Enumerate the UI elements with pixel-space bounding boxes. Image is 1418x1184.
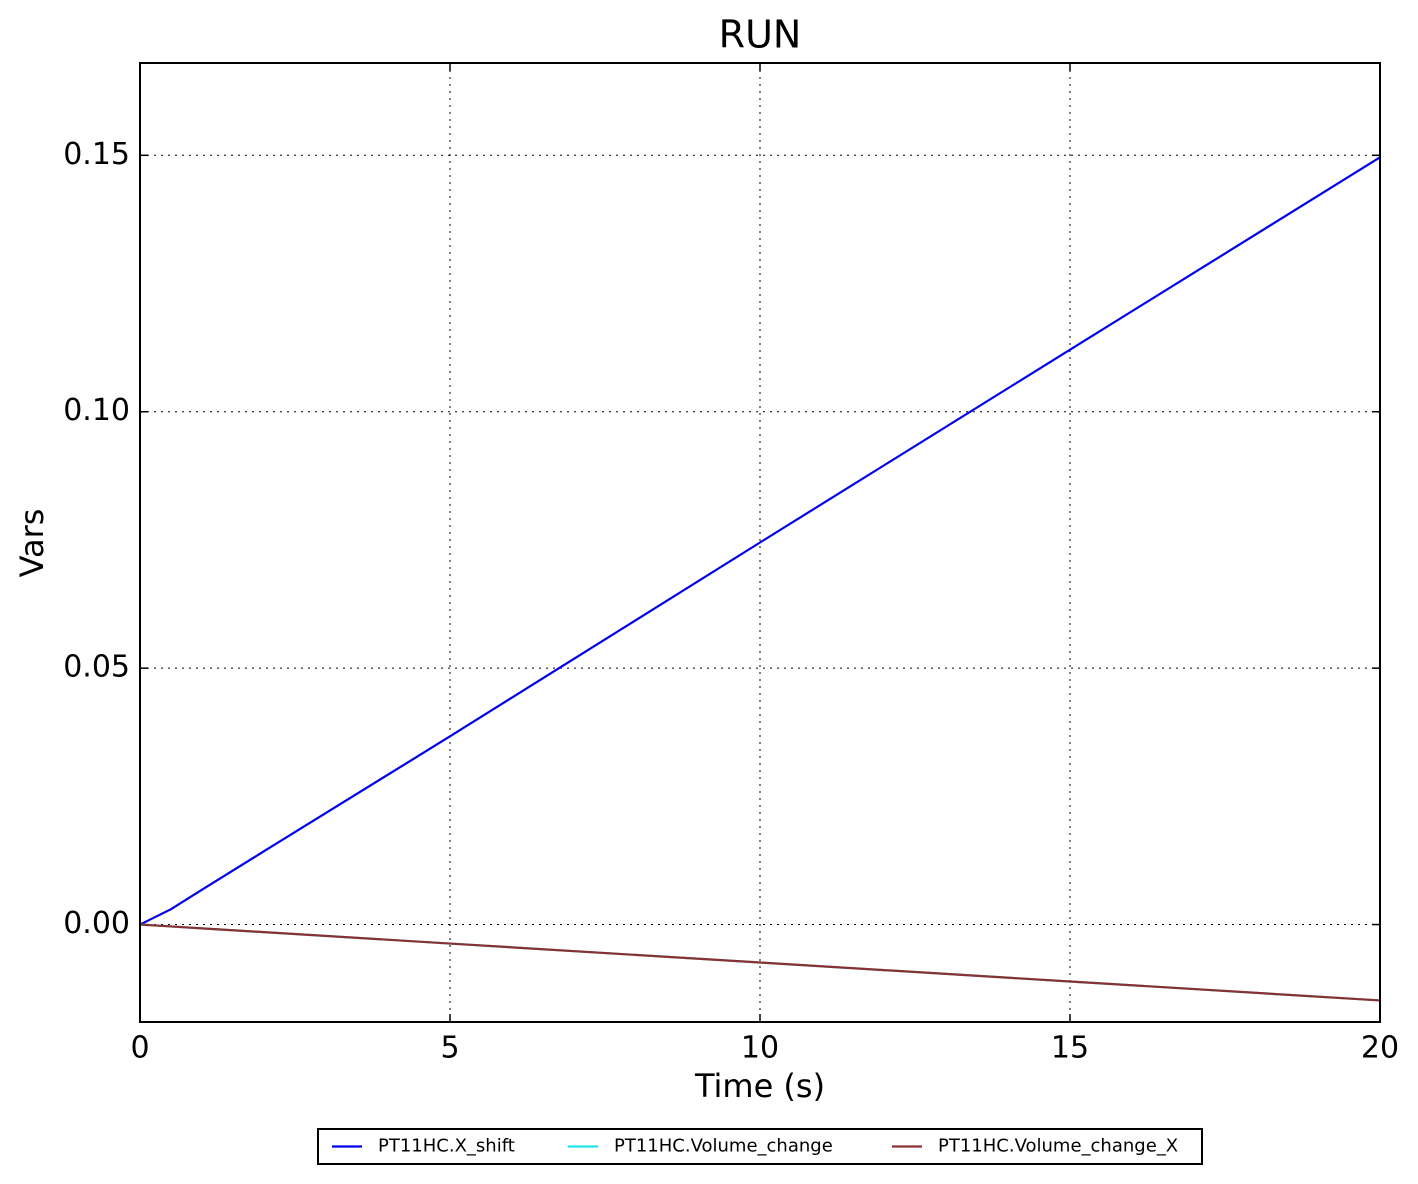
y-tick-label: 0.15 [63, 137, 130, 172]
x-tick-label: 5 [440, 1031, 459, 1066]
series-line [139, 923, 1381, 1002]
x-tick-label: 20 [1361, 1031, 1399, 1066]
y-axis-label: Vars [13, 509, 51, 578]
series-line [139, 156, 1381, 926]
y-tick-label: 0.10 [63, 393, 130, 428]
legend-label: PT11HC.Volume_change [614, 1136, 833, 1157]
x-tick-label: 10 [741, 1031, 779, 1066]
x-tick-label: 0 [130, 1031, 149, 1066]
chart-title: RUN [719, 13, 802, 57]
x-axis-label: Time (s) [694, 1067, 825, 1105]
x-tick-label: 15 [1051, 1031, 1089, 1066]
legend-label: PT11HC.X_shift [378, 1136, 515, 1157]
y-tick-label: 0.05 [63, 650, 130, 685]
legend-box [317, 1128, 1203, 1165]
y-tick-label: 0.00 [63, 906, 130, 941]
plot-frame [139, 62, 1381, 1023]
legend-label: PT11HC.Volume_change_X [938, 1136, 1178, 1157]
